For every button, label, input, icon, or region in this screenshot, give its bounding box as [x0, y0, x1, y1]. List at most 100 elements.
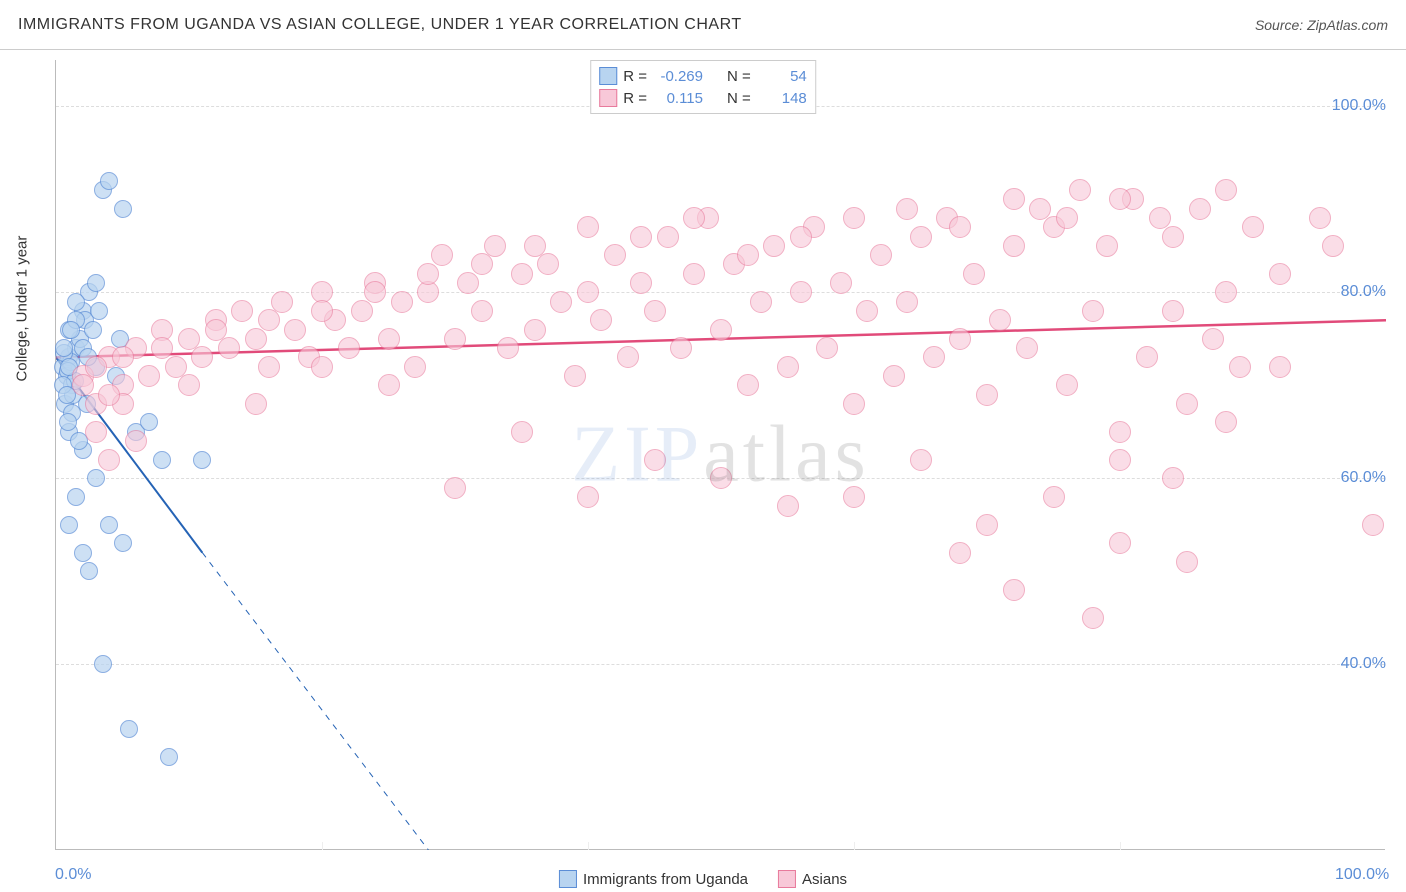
data-point [1136, 346, 1158, 368]
data-point [1003, 235, 1025, 257]
data-point [378, 374, 400, 396]
data-point [1082, 607, 1104, 629]
data-point [125, 430, 147, 452]
data-point [630, 226, 652, 248]
data-point [976, 384, 998, 406]
data-point [351, 300, 373, 322]
legend-stat-row: R =0.115N =148 [599, 87, 807, 109]
data-point [550, 291, 572, 313]
y-tick-label: 80.0% [1341, 283, 1386, 301]
data-point [391, 291, 413, 313]
y-tick-label: 100.0% [1332, 97, 1386, 115]
data-point [100, 516, 118, 534]
data-point [1162, 467, 1184, 489]
data-point [271, 291, 293, 313]
data-point [1109, 532, 1131, 554]
n-label: N = [727, 90, 751, 107]
data-point [1322, 235, 1344, 257]
data-point [976, 514, 998, 536]
data-point [87, 274, 105, 292]
data-point [67, 488, 85, 506]
chart-header: IMMIGRANTS FROM UGANDA VS ASIAN COLLEGE,… [0, 0, 1406, 50]
data-point [444, 328, 466, 350]
data-point [120, 720, 138, 738]
data-point [1269, 356, 1291, 378]
data-point [763, 235, 785, 257]
data-point [737, 374, 759, 396]
data-point [577, 216, 599, 238]
data-point [72, 374, 94, 396]
data-point [497, 337, 519, 359]
data-point [524, 319, 546, 341]
legend-swatch [599, 89, 617, 107]
data-point [657, 226, 679, 248]
n-value: 148 [757, 90, 807, 107]
data-point [59, 413, 77, 431]
data-point [949, 542, 971, 564]
data-point [989, 309, 1011, 331]
legend-swatch [778, 870, 796, 888]
data-point [311, 300, 333, 322]
scatter-plot-area: ZIPatlas [55, 60, 1385, 850]
data-point [378, 328, 400, 350]
data-point [245, 328, 267, 350]
data-point [737, 244, 759, 266]
data-point [963, 263, 985, 285]
data-point [1003, 579, 1025, 601]
data-point [151, 337, 173, 359]
data-point [883, 365, 905, 387]
data-point [537, 253, 559, 275]
data-point [62, 321, 80, 339]
data-point [577, 486, 599, 508]
data-point [750, 291, 772, 313]
data-point [114, 200, 132, 218]
data-point [431, 244, 453, 266]
data-point [790, 281, 812, 303]
legend-series-label: Asians [802, 871, 847, 888]
data-point [112, 346, 134, 368]
x-minor-tick [1120, 842, 1121, 850]
data-point [1056, 374, 1078, 396]
data-point [590, 309, 612, 331]
data-point [74, 544, 92, 562]
y-tick-label: 60.0% [1341, 469, 1386, 487]
data-point [245, 393, 267, 415]
r-value: -0.269 [653, 68, 703, 85]
data-point [100, 172, 118, 190]
data-point [524, 235, 546, 257]
trend-lines [56, 60, 1386, 850]
data-point [923, 346, 945, 368]
data-point [60, 516, 78, 534]
y-axis-label: College, Under 1 year [14, 236, 31, 382]
data-point [84, 321, 102, 339]
r-value: 0.115 [653, 90, 703, 107]
data-point [1003, 188, 1025, 210]
data-point [683, 207, 705, 229]
data-point [1162, 300, 1184, 322]
data-point [856, 300, 878, 322]
data-point [471, 253, 493, 275]
data-point [1309, 207, 1331, 229]
data-point [910, 226, 932, 248]
data-point [191, 346, 213, 368]
data-point [87, 469, 105, 487]
data-point [98, 384, 120, 406]
data-point [630, 272, 652, 294]
data-point [404, 356, 426, 378]
legend-swatch [599, 67, 617, 85]
data-point [338, 337, 360, 359]
data-point [710, 319, 732, 341]
data-point [910, 449, 932, 471]
x-minor-tick [322, 842, 323, 850]
data-point [670, 337, 692, 359]
data-point [843, 486, 865, 508]
data-point [577, 281, 599, 303]
data-point [205, 319, 227, 341]
y-tick-label: 40.0% [1341, 655, 1386, 673]
series-legend: Immigrants from UgandaAsians [559, 870, 847, 888]
data-point [67, 293, 85, 311]
gridline-h [56, 292, 1385, 293]
data-point [1109, 449, 1131, 471]
data-point [816, 337, 838, 359]
data-point [1162, 226, 1184, 248]
